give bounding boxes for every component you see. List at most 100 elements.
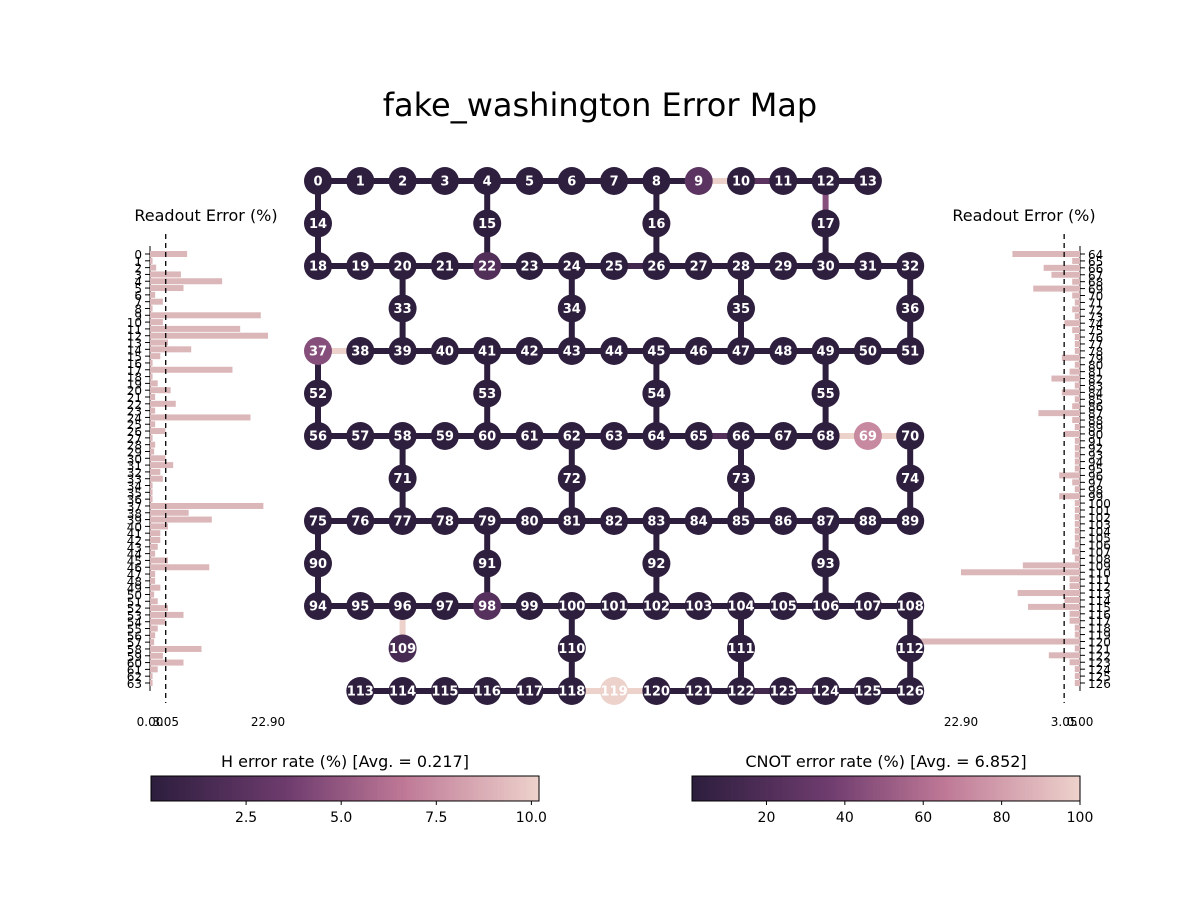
qubit-node: 124	[811, 677, 840, 705]
colorbar-segment	[357, 776, 362, 801]
qubit-label: 35	[732, 302, 750, 317]
qubit-circle	[557, 294, 586, 323]
qubit-node: 114	[388, 677, 417, 705]
qubit-node: 99	[515, 592, 544, 620]
colorbar-segment	[173, 776, 178, 801]
qubit-circle	[684, 422, 713, 450]
qubit-label: 74	[901, 472, 919, 487]
qubit-node: 58	[388, 422, 417, 450]
qubit-circle	[557, 337, 586, 365]
qubit-label: 31	[859, 260, 877, 275]
qubit-node: 64	[642, 422, 671, 450]
qubit-circle	[896, 634, 925, 663]
qubit-label: 90	[309, 557, 327, 572]
colorbar-segment	[335, 776, 340, 801]
colorbar-segment	[199, 776, 204, 801]
colorbar-segment	[231, 776, 236, 801]
qubit-circle	[727, 634, 755, 663]
qubit-node: 23	[515, 252, 544, 280]
qubit-label: 10	[732, 175, 750, 190]
colorbar-segment	[244, 776, 249, 801]
readout-bar	[1028, 603, 1080, 610]
qubit-node: 76	[346, 507, 375, 535]
readout-bar	[1074, 299, 1080, 306]
colorbar-segment	[902, 776, 906, 801]
colorbar-segment	[1057, 776, 1062, 801]
colorbar-segment	[302, 776, 307, 801]
qubit-label: 71	[394, 472, 412, 487]
readout-ytick-label: 100	[1088, 497, 1111, 511]
colorbar-segment	[889, 776, 894, 801]
qubit-label: 9	[694, 175, 703, 190]
readout-ytick-label: 81	[1088, 366, 1103, 380]
readout-ytick-label: 51	[127, 595, 142, 609]
colorbar-segment	[283, 776, 288, 801]
readout-ytick-label: 125	[1088, 670, 1111, 684]
colorbar-segment	[847, 776, 852, 801]
colorbar-segment	[522, 776, 527, 801]
colorbar-segment	[895, 776, 900, 801]
colorbar-segment	[322, 776, 327, 801]
colorbar-segment	[387, 776, 391, 801]
qubit-label: 3	[440, 175, 449, 190]
h-colorbar-title: H error rate (%) [Avg. = 0.217]	[221, 752, 469, 771]
colorbar-segment	[1021, 776, 1026, 801]
qubit-node: 5	[515, 167, 544, 195]
qubit-label: 112	[897, 642, 924, 657]
qubit-node: 109	[388, 634, 417, 663]
colorbar-segment	[860, 776, 864, 801]
colorbar-segment	[853, 776, 858, 801]
qubit-label: 36	[901, 302, 919, 317]
qubit-node: 26	[642, 252, 671, 280]
readout-ytick-label: 71	[1088, 296, 1103, 310]
colorbar-segment	[260, 776, 265, 801]
colorbar-segment	[989, 776, 994, 801]
colorbar-segment	[869, 776, 874, 801]
readout-ytick-label: 85	[1088, 393, 1103, 407]
qubit-circle	[388, 422, 417, 450]
colorbar-segment	[937, 776, 942, 801]
qubit-node: 31	[853, 252, 882, 280]
qubit-circle	[557, 677, 586, 705]
readout-bar	[150, 319, 163, 326]
colorbar-tick-label: 7.5	[425, 810, 447, 826]
qubit-circle	[896, 507, 925, 535]
readout-ytick-label: 10	[127, 316, 142, 330]
qubit-circle	[642, 167, 671, 195]
readout-xtick-label: 3.05	[1051, 715, 1078, 729]
qubit-node: 7	[600, 167, 629, 195]
readout-bar	[1072, 403, 1080, 410]
qubit-node: 1	[346, 167, 375, 195]
qubit-node: 79	[473, 507, 502, 535]
qubit-node: 56	[304, 422, 332, 450]
colorbar-tick-label: 2.5	[235, 810, 257, 826]
qubit-label: 117	[516, 685, 543, 700]
readout-bar	[150, 639, 155, 646]
readout-ytick-label: 77	[1088, 338, 1103, 352]
readout-ytick-label: 119	[1088, 629, 1111, 643]
readout-bar	[150, 455, 166, 462]
qubit-circle	[727, 464, 755, 493]
readout-bar	[1074, 437, 1080, 444]
colorbar-segment	[183, 776, 188, 801]
colorbar-segment	[529, 776, 534, 801]
readout-bar	[1059, 472, 1080, 479]
colorbar-segment	[442, 776, 446, 801]
colorbar-segment	[782, 776, 787, 801]
readout-bar	[1074, 347, 1080, 354]
qubit-circle	[642, 549, 671, 578]
readout-ytick-label: 48	[127, 575, 142, 589]
colorbar-segment	[750, 776, 755, 801]
colorbar-segment	[364, 776, 369, 801]
colorbar-segment	[711, 776, 716, 801]
colorbar-segment	[957, 776, 961, 801]
readout-ytick-label: 42	[127, 534, 142, 548]
qubit-circle	[304, 252, 332, 280]
readout-bar	[150, 285, 184, 292]
qubit-circle	[727, 677, 755, 705]
qubit-label: 47	[732, 345, 750, 360]
qubit-circle	[811, 209, 840, 238]
readout-bar	[1074, 645, 1080, 652]
readout-bar	[150, 298, 163, 305]
colorbar-segment	[983, 776, 987, 801]
